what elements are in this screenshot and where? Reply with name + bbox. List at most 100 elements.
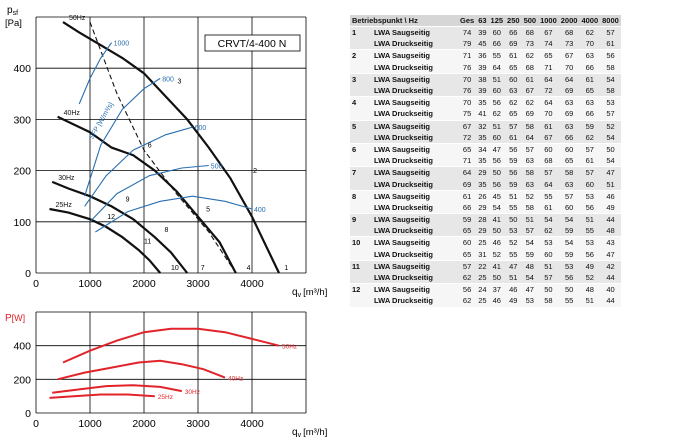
value-cell: 60 — [538, 142, 559, 156]
value-cell: 70 — [458, 72, 477, 85]
table-row: LWA Druckseitig 75 41 62 65 69 70 69 66 57 — [350, 108, 621, 120]
row-label: LWA Saugseitig — [368, 26, 458, 39]
value-cell: 56 — [579, 248, 601, 261]
value-cell: 59 — [505, 155, 522, 167]
value-cell: 61 — [458, 189, 477, 202]
value-cell: 54 — [521, 271, 539, 284]
value-cell: 60 — [505, 72, 522, 85]
value-cell: 57 — [538, 166, 559, 179]
value-cell: 67 — [558, 49, 580, 62]
value-cell: 35 — [476, 178, 489, 191]
operating-point-label: 8 — [165, 227, 169, 234]
table-row: LWA Druckseitig 72 35 60 61 64 67 66 62 54 — [350, 131, 621, 144]
value-cell: 56 — [488, 178, 506, 191]
y-tick-label: 0 — [25, 408, 31, 420]
value-cell: 61 — [505, 131, 522, 144]
value-cell: 62 — [521, 49, 539, 62]
value-cell: 57 — [579, 166, 601, 179]
power-line-40hz — [57, 359, 226, 381]
value-cell: 55 — [538, 189, 559, 202]
series-label: 600 — [195, 125, 207, 132]
value-cell: 64 — [538, 178, 559, 191]
value-cell: 59 — [558, 248, 580, 261]
series-line-800 — [84, 77, 161, 197]
operating-point-label: 6 — [148, 143, 152, 150]
value-cell: 55 — [488, 49, 506, 62]
value-cell: 70 — [558, 61, 580, 74]
y-tick-label: 200 — [13, 166, 31, 178]
value-cell: 50 — [505, 213, 522, 226]
table-row: 3 LWA Saugseitig 70 38 51 60 61 64 64 61 54 — [350, 72, 621, 85]
series-line-30hz — [51, 180, 189, 274]
value-cell: 51 — [505, 271, 522, 284]
value-cell: 40 — [600, 283, 621, 296]
value-cell: 72 — [538, 84, 559, 97]
point-cell: 2 — [350, 49, 368, 62]
table-row: 4 LWA Saugseitig 70 35 56 62 62 64 63 63 53 — [350, 96, 621, 109]
point-cell — [350, 84, 368, 97]
value-cell: 69 — [558, 108, 580, 120]
series-label: 1000 — [114, 41, 130, 48]
table-row: 6 LWA Saugseitig 65 34 47 56 57 60 60 57 50 — [350, 142, 621, 156]
value-cell: 52 — [579, 271, 601, 284]
value-cell: 69 — [521, 108, 539, 120]
value-cell: 51 — [488, 72, 506, 85]
value-cell: 59 — [558, 225, 580, 237]
series-label: 30Hz — [58, 175, 75, 182]
value-cell: 58 — [538, 295, 559, 307]
series-label: 25Hz — [56, 202, 73, 209]
value-cell: 74 — [538, 38, 559, 50]
table-row: 12 LWA Saugseitig 56 24 37 46 47 50 50 48 40 — [350, 283, 621, 296]
value-cell: 63 — [558, 119, 580, 132]
value-cell: 63 — [558, 96, 580, 109]
table-row: 8 LWA Saugseitig 61 26 45 51 52 55 57 53 46 — [350, 189, 621, 202]
value-cell: 57 — [521, 225, 539, 237]
value-cell: 67 — [538, 131, 559, 144]
table-row: 5 LWA Saugseitig 67 32 51 57 58 61 63 59 52 — [350, 119, 621, 132]
system-curve-label: 1 — [284, 265, 288, 272]
value-cell: 74 — [458, 26, 477, 39]
value-cell: 29 — [476, 166, 489, 179]
value-cell: 39 — [476, 84, 489, 97]
value-cell: 55 — [579, 225, 601, 237]
value-cell: 50 — [538, 283, 559, 296]
value-cell: 32 — [476, 119, 489, 132]
value-cell: 63 — [579, 49, 601, 62]
value-cell: 61 — [505, 49, 522, 62]
value-cell: 65 — [505, 108, 522, 120]
value-cell: 29 — [476, 225, 489, 237]
row-label: LWA Saugseitig — [368, 166, 458, 179]
value-cell: 69 — [558, 84, 580, 97]
value-cell: 65 — [558, 155, 580, 167]
value-cell: 50 — [488, 225, 506, 237]
x-axis-label: qv [m³/h] — [292, 427, 327, 439]
x-axis-unit: [m³/h] — [303, 287, 327, 298]
x-tick-label: 0 — [33, 278, 39, 290]
value-cell: 41 — [488, 213, 506, 226]
value-cell: 64 — [521, 131, 539, 144]
value-cell: 57 — [521, 142, 539, 156]
x-axis-label: qv [m³/h] — [292, 287, 327, 299]
row-label: LWA Druckseitig — [368, 271, 458, 284]
value-cell: 57 — [458, 259, 477, 272]
value-cell: 58 — [521, 166, 539, 179]
x-tick-label: 4000 — [240, 418, 264, 430]
value-cell: 69 — [458, 178, 477, 191]
value-cell: 58 — [600, 61, 621, 74]
value-cell: 58 — [521, 201, 539, 214]
value-cell: 60 — [488, 84, 506, 97]
table-row: LWA Druckseitig 76 39 60 63 67 72 69 65 58 — [350, 84, 621, 97]
header-band: 1000 — [538, 15, 559, 27]
value-cell: 46 — [488, 295, 506, 307]
value-cell: 51 — [579, 295, 601, 307]
value-cell: 60 — [488, 26, 506, 39]
value-cell: 47 — [521, 283, 539, 296]
y-axis-unit: [Pa] — [5, 18, 22, 29]
table-row: 2 LWA Saugseitig 71 36 55 61 62 65 67 63 56 — [350, 49, 621, 62]
point-cell: 8 — [350, 189, 368, 202]
row-label: LWA Saugseitig — [368, 96, 458, 109]
value-cell: 79 — [458, 38, 477, 50]
point-cell — [350, 295, 368, 307]
sfp-label: SFP [W/m³/s] — [88, 101, 115, 140]
value-cell: 62 — [458, 295, 477, 307]
